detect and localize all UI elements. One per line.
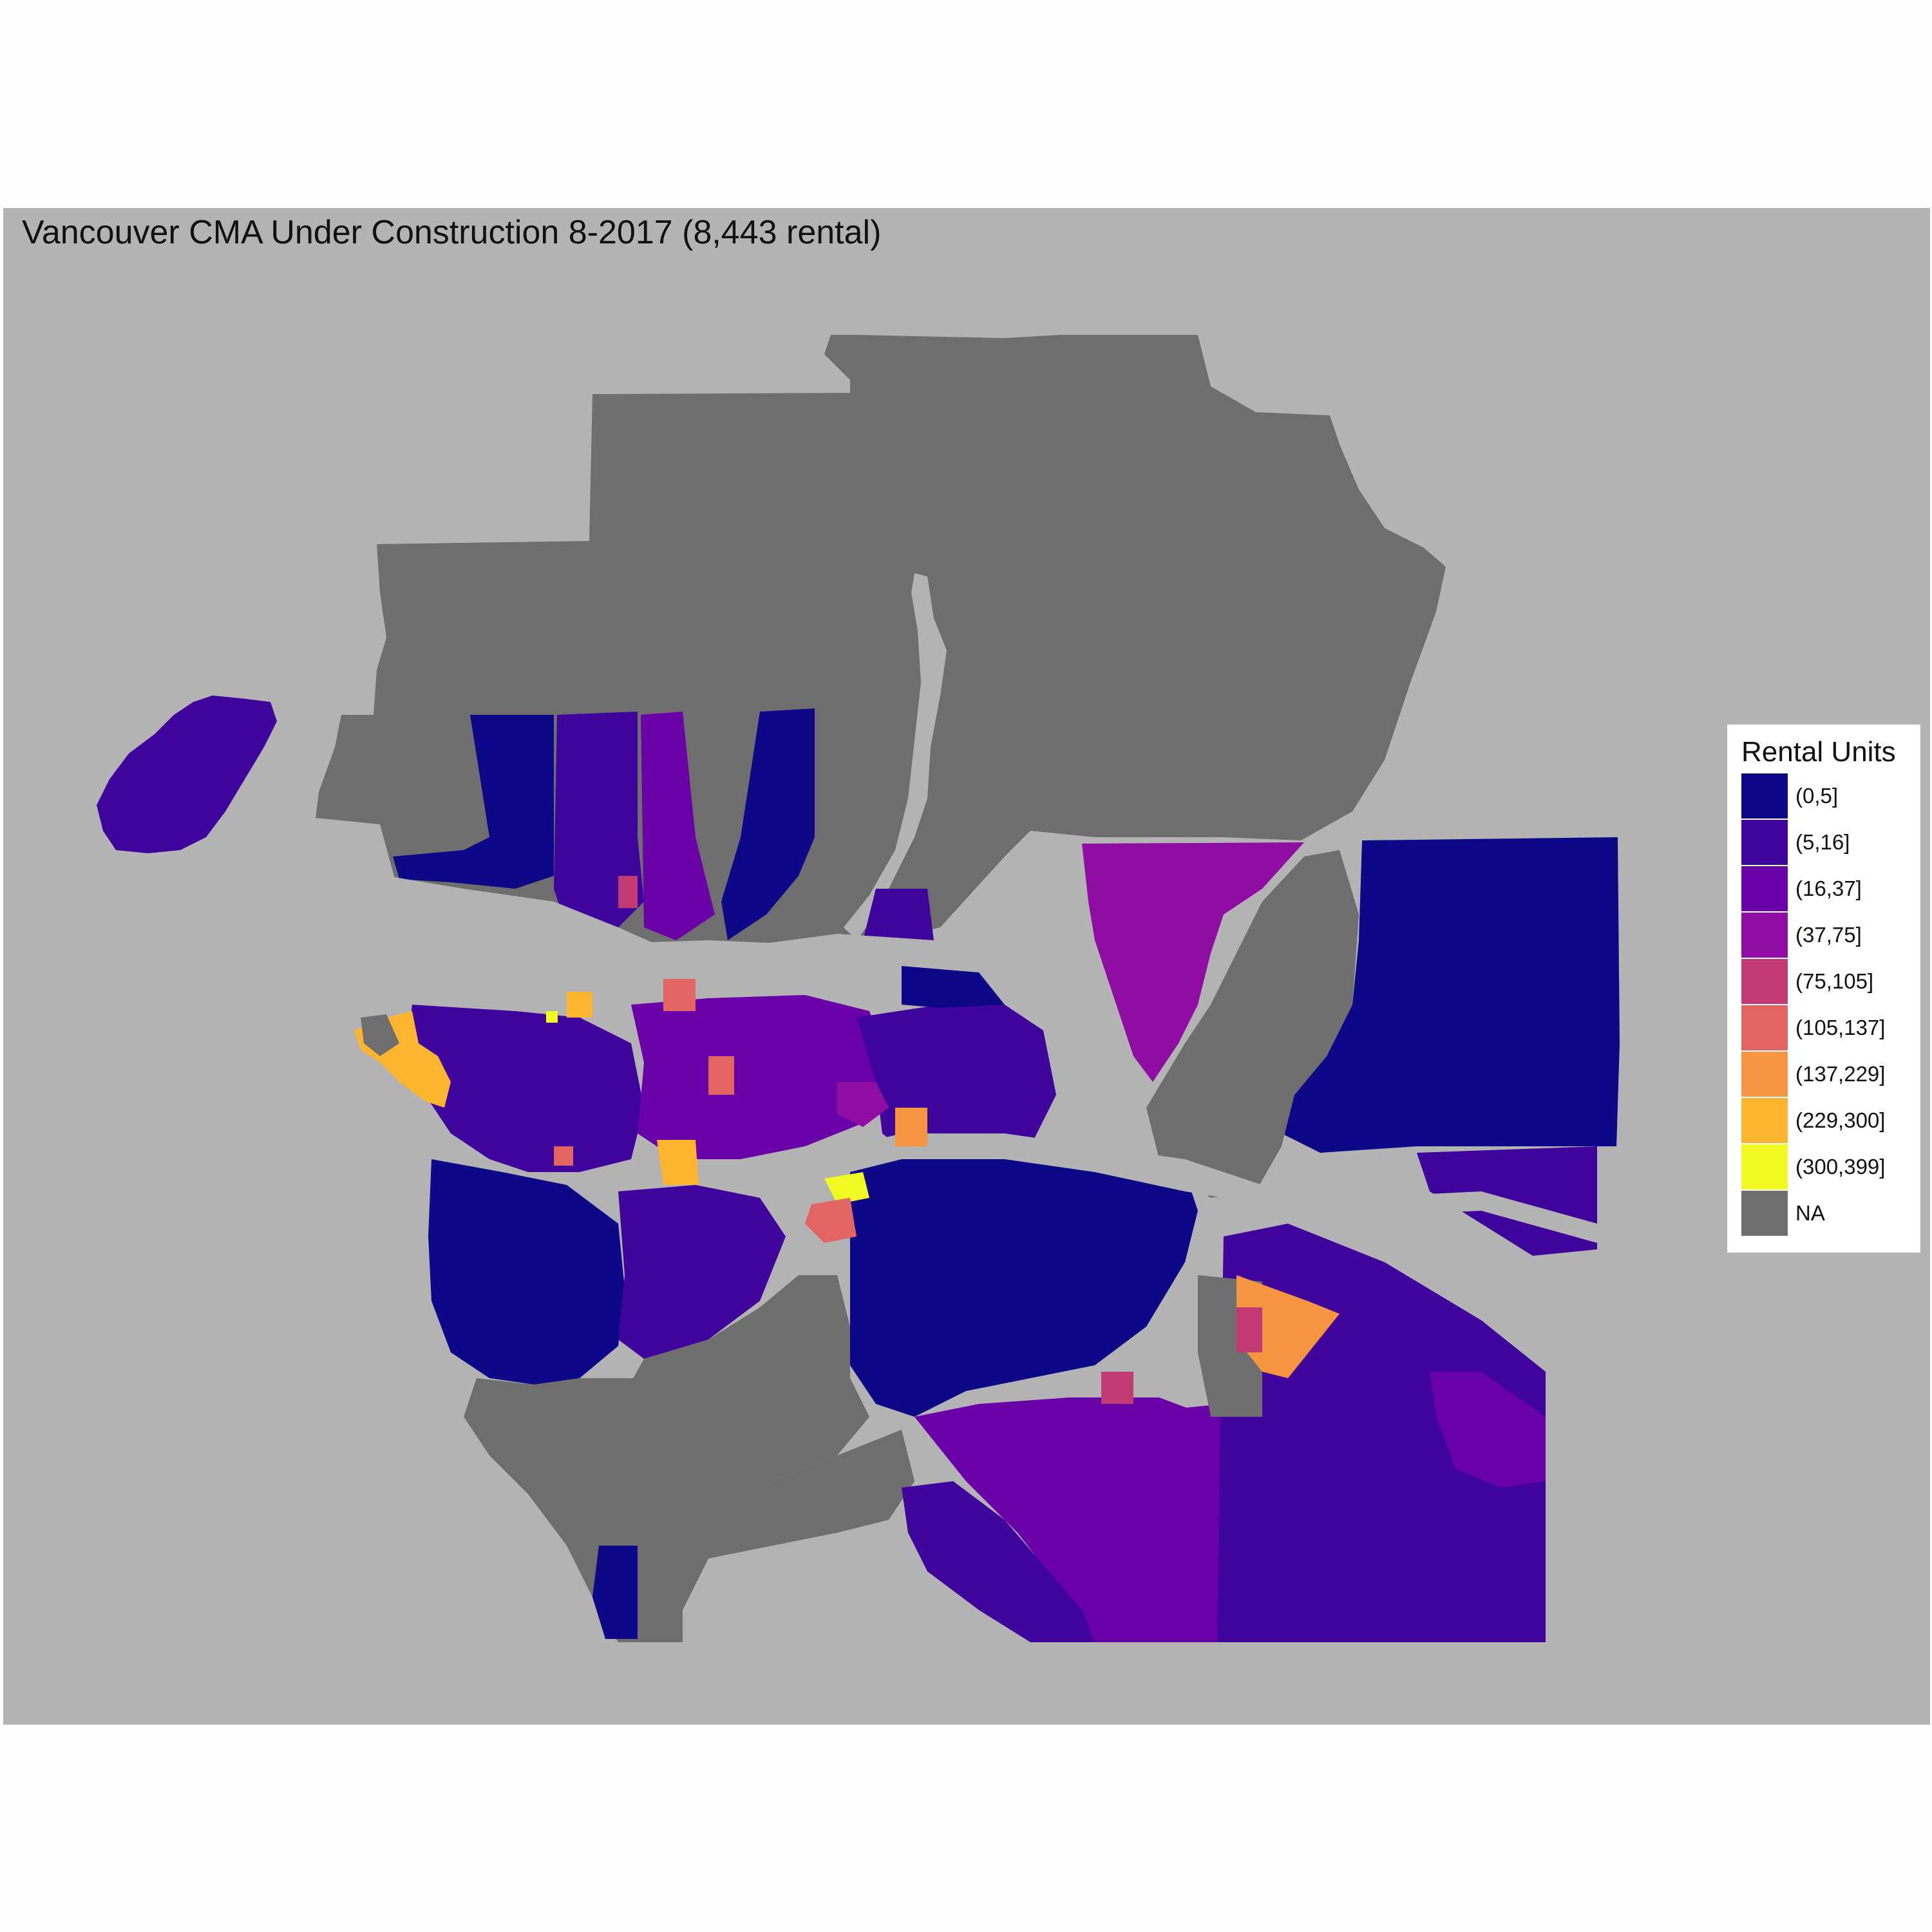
- tract-north-van-75: [618, 876, 638, 908]
- legend-label: (75,105]: [1795, 969, 1874, 993]
- legend-swatch: [1741, 1052, 1788, 1097]
- tract-downtown-105: [663, 979, 696, 1011]
- region-delta-na: [464, 1378, 914, 1642]
- legend-label: (300,399]: [1795, 1155, 1886, 1179]
- legend-title: Rental Units: [1741, 736, 1896, 768]
- region-richmond-east: [618, 1185, 786, 1359]
- legend-swatch: [1741, 1191, 1788, 1236]
- region-burrard-inlet-water: [361, 876, 998, 992]
- legend-label: (0,5]: [1795, 784, 1839, 808]
- region-indian-arm-water: [844, 573, 947, 940]
- region-white-rock: [902, 1481, 1095, 1642]
- legend-item-9: NA: [1741, 1191, 1915, 1237]
- tract-burnaby-37: [837, 1082, 889, 1127]
- region-surrey-north: [850, 1140, 1198, 1417]
- region-pitt-meadows-na: [1146, 850, 1359, 1198]
- region-north-vancouver-east: [721, 708, 815, 940]
- legend-swatch: [1741, 773, 1788, 819]
- tract-vancouver-east-105: [708, 1056, 734, 1095]
- legend-swatch: [1741, 820, 1788, 865]
- legend-item-1: (5,16]: [1741, 820, 1915, 866]
- region-south-surrey: [1095, 1404, 1224, 1642]
- tract-burnaby-metrotown: [824, 1172, 869, 1204]
- legend-item-0: (0,5]: [1741, 773, 1915, 820]
- region-vancouver-west: [406, 1005, 644, 1172]
- region-coquitlam-north: [1082, 842, 1304, 1082]
- legend-item-7: (229,300]: [1741, 1098, 1915, 1144]
- region-maple-ridge: [1282, 837, 1620, 1153]
- tract-kitsilano-high: [657, 1140, 699, 1185]
- region-tsawwassen: [592, 1546, 638, 1639]
- legend-item-6: (137,229]: [1741, 1052, 1915, 1098]
- tract-vancouver-west-105: [554, 1146, 573, 1166]
- region-vancouver-east: [631, 995, 889, 1159]
- legend-label: (37,75]: [1795, 923, 1862, 947]
- legend-label: (105,137]: [1795, 1016, 1886, 1039]
- region-west-vancouver: [393, 715, 554, 889]
- legend-label: (16,37]: [1795, 876, 1862, 900]
- legend-item-5: (105,137]: [1741, 1005, 1915, 1052]
- legend-label: (5,16]: [1795, 830, 1850, 854]
- legend-swatch: [1741, 959, 1788, 1004]
- map-legend: Rental Units (0,5] (5,16] (16,37] (37,75…: [1727, 724, 1920, 1253]
- tract-coquitlam-high-inner: [1236, 1307, 1262, 1352]
- legend-label: (137,229]: [1795, 1062, 1886, 1086]
- region-fraser-river-water: [850, 1133, 1597, 1243]
- legend-swatch: [1741, 913, 1788, 958]
- region-richmond: [428, 1159, 625, 1385]
- legend-swatch: [1741, 1005, 1788, 1050]
- legend-item-3: (37,75]: [1741, 913, 1915, 959]
- region-burnaby-north: [902, 966, 1005, 1008]
- legend-label: NA: [1795, 1201, 1825, 1225]
- legend-swatch: [1741, 1144, 1788, 1189]
- legend-swatch: [1741, 1098, 1788, 1143]
- tract-downtown-300-yellow: [546, 1011, 558, 1023]
- tract-surrey-75: [1101, 1372, 1133, 1404]
- legend-item-2: (16,37]: [1741, 866, 1915, 913]
- region-langley-37: [1430, 1372, 1546, 1488]
- tract-downtown-300: [567, 992, 592, 1018]
- tract-new-west: [805, 1198, 857, 1243]
- legend-swatch: [1741, 866, 1788, 911]
- region-bowen-island: [97, 696, 277, 853]
- legend-label: (229,300]: [1795, 1108, 1886, 1132]
- legend-item-4: (75,105]: [1741, 959, 1915, 1005]
- region-north-vancouver-central: [641, 712, 715, 940]
- legend-item-8: (300,399]: [1741, 1144, 1915, 1191]
- tract-burnaby-east: [895, 1108, 927, 1146]
- region-university-endowment-lands: [361, 1014, 399, 1056]
- map-title: Vancouver CMA Under Construction 8-2017 …: [22, 214, 882, 251]
